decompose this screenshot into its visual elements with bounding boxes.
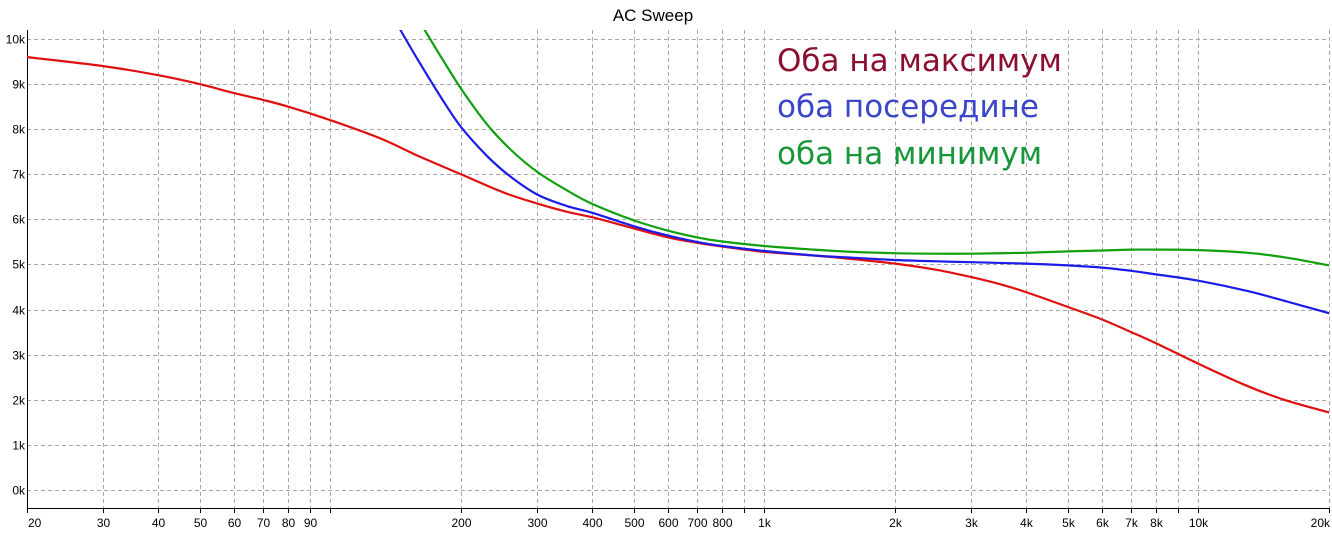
x-tick-label: 6k — [1096, 516, 1110, 530]
y-tick-label: 0k — [12, 484, 26, 498]
y-tick-label: 2k — [12, 394, 26, 408]
legend: Оба на максимум оба посередине оба на ми… — [777, 43, 1062, 172]
series-line-1 — [399, 30, 1329, 315]
series-line-2 — [423, 30, 1329, 267]
legend-entry-mid: оба посередине — [777, 89, 1039, 125]
y-tick-labels: 0k 1k 2k 3k 4k 5k 6k 7k 8k 9k 10k — [6, 33, 26, 498]
x-tick-label: 50 — [194, 516, 208, 530]
y-tick-label: 5k — [12, 258, 26, 272]
x-tick-label: 4k — [1020, 516, 1034, 530]
grid-lines — [27, 30, 1330, 508]
x-tick-labels: 20 30 40 50 60 70 80 90 200 300 400 500 600 700 800 1k 2… — [28, 516, 1331, 530]
y-tick-label: 8k — [12, 123, 26, 137]
y-tick-label: 7k — [12, 168, 26, 182]
x-tick-label: 600 — [658, 516, 678, 530]
series-line-0 — [27, 56, 1329, 414]
axes — [27, 30, 1330, 513]
x-tick-label: 400 — [582, 516, 602, 530]
x-tick-label: 300 — [527, 516, 547, 530]
x-tick-label: 70 — [257, 516, 271, 530]
x-tick-label: 40 — [152, 516, 166, 530]
x-tick-label: 1k — [758, 516, 772, 530]
legend-entry-max: Оба на максимум — [777, 43, 1062, 79]
chart-title: AC Sweep — [613, 6, 693, 25]
x-tick-label: 80 — [282, 516, 296, 530]
y-tick-label: 9k — [12, 78, 26, 92]
x-tick-label: 3k — [965, 516, 979, 530]
x-tick-label: 20k — [1311, 516, 1331, 530]
y-tick-label: 1k — [12, 439, 26, 453]
x-tick-label: 7k — [1125, 516, 1139, 530]
x-tick-label: 700 — [687, 516, 707, 530]
y-tick-label: 3k — [12, 349, 26, 363]
x-tick-label: 60 — [228, 516, 242, 530]
y-tick-label: 6k — [12, 213, 26, 227]
y-tick-label: 10k — [6, 33, 26, 47]
x-tick-label: 800 — [712, 516, 732, 530]
x-tick-label: 10k — [1189, 516, 1209, 530]
y-tick-label: 4k — [12, 304, 26, 318]
x-tick-label: 200 — [451, 516, 471, 530]
x-tick-label: 30 — [97, 516, 111, 530]
x-tick-label: 2k — [889, 516, 903, 530]
x-tick-label: 500 — [624, 516, 644, 530]
x-tick-label: 90 — [304, 516, 318, 530]
legend-entry-min: оба на минимум — [777, 136, 1042, 172]
x-tick-label: 5k — [1062, 516, 1076, 530]
x-tick-label: 8k — [1150, 516, 1164, 530]
series-lines — [27, 30, 1329, 414]
x-tick-label: 20 — [28, 516, 42, 530]
